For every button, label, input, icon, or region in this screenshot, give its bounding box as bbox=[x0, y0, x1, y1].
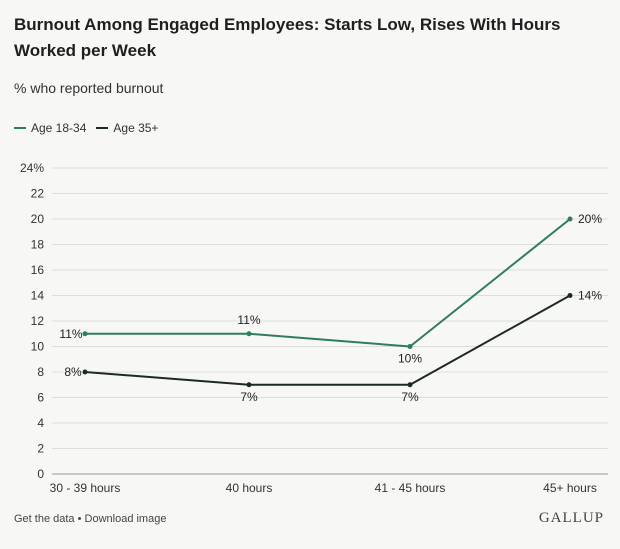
data-label-1-3: 14% bbox=[578, 289, 602, 303]
series-line-0 bbox=[85, 218, 571, 348]
data-point-1-2 bbox=[407, 382, 413, 388]
data-point-1-1 bbox=[246, 382, 252, 388]
data-label-0-3: 20% bbox=[578, 212, 602, 226]
y-tick-label-16: 16 bbox=[31, 263, 45, 277]
data-label-1-0: 8% bbox=[64, 365, 82, 379]
footer-links: Get the data • Download image bbox=[14, 513, 166, 525]
y-tick-label-2: 2 bbox=[37, 442, 44, 456]
legend-label-age-35-plus: Age 35+ bbox=[113, 121, 159, 135]
y-tick-label-20: 20 bbox=[31, 212, 45, 226]
data-point-0-3 bbox=[567, 216, 573, 222]
chart-title: Burnout Among Engaged Employees: Starts … bbox=[14, 15, 561, 60]
y-tick-label-4: 4 bbox=[37, 416, 44, 430]
y-tick-label-10: 10 bbox=[31, 340, 45, 354]
data-label-1-1: 7% bbox=[240, 390, 258, 404]
data-point-0-0 bbox=[82, 331, 88, 337]
legend: Age 18-34 Age 35+ bbox=[14, 121, 168, 135]
y-tick-label-14: 14 bbox=[31, 289, 45, 303]
legend-swatch-age-18-34 bbox=[14, 127, 26, 129]
x-tick-label-3: 45+ hours bbox=[543, 481, 597, 495]
legend-label-age-18-34: Age 18-34 bbox=[31, 121, 87, 135]
y-tick-label-6: 6 bbox=[37, 391, 44, 405]
legend-item-age-35-plus[interactable]: Age 35+ bbox=[96, 121, 158, 135]
x-tick-label-2: 41 - 45 hours bbox=[375, 481, 446, 495]
data-label-1-2: 7% bbox=[401, 390, 419, 404]
y-tick-label-24: 24% bbox=[20, 161, 44, 175]
footer-separator: • bbox=[74, 513, 85, 525]
data-label-0-2: 10% bbox=[398, 352, 422, 366]
legend-swatch-age-35-plus bbox=[96, 127, 109, 129]
x-tick-label-1: 40 hours bbox=[226, 481, 273, 495]
get-data-link[interactable]: Get the data bbox=[14, 513, 75, 525]
chart-subtitle: % who reported burnout bbox=[14, 80, 164, 96]
y-tick-label-8: 8 bbox=[37, 365, 44, 379]
data-point-0-2 bbox=[407, 344, 413, 349]
series-line-1 bbox=[84, 294, 571, 386]
x-tick-label-0: 30 - 39 hours bbox=[50, 481, 121, 495]
y-tick-label-12: 12 bbox=[31, 314, 45, 328]
data-point-0-1 bbox=[246, 331, 252, 337]
data-point-1-3 bbox=[567, 293, 573, 298]
data-point-1-0 bbox=[82, 369, 88, 375]
y-tick-label-0: 0 bbox=[37, 467, 44, 481]
data-label-0-0: 11% bbox=[59, 327, 82, 341]
legend-item-age-18-34[interactable]: Age 18-34 bbox=[14, 121, 86, 135]
y-tick-label-22: 22 bbox=[31, 187, 45, 201]
y-tick-label-18: 18 bbox=[31, 238, 45, 252]
download-image-link[interactable]: Download image bbox=[84, 513, 167, 525]
data-label-0-1: 11% bbox=[237, 313, 260, 327]
gallup-logo: GALLUP bbox=[538, 510, 604, 526]
